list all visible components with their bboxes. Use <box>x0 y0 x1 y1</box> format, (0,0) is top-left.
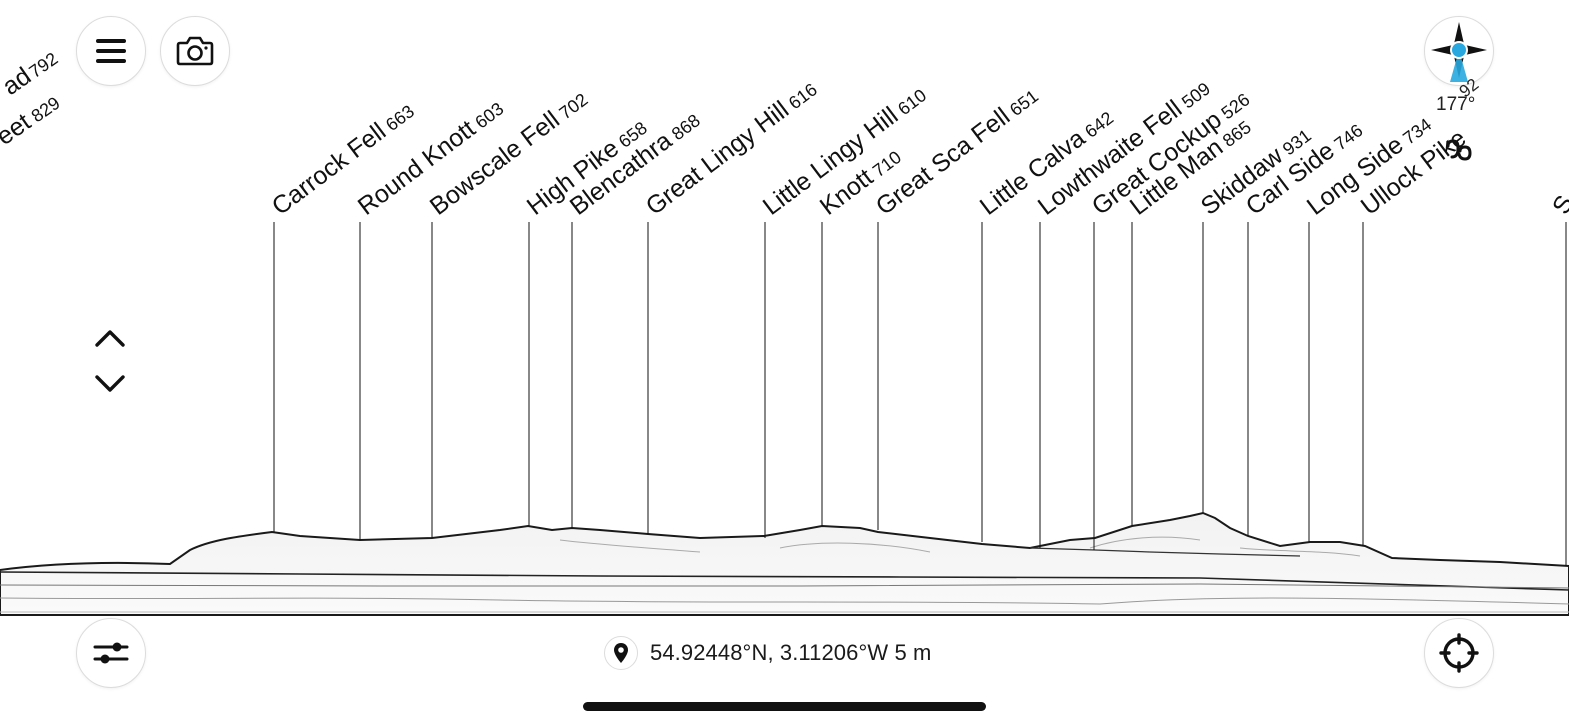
peak-name: S <box>1547 191 1569 219</box>
location-pin-icon <box>614 643 628 663</box>
camera-icon <box>176 36 214 66</box>
menu-button[interactable] <box>76 16 146 86</box>
peak-label: Carrock Fell 663 <box>267 96 419 221</box>
menu-icon <box>96 39 126 63</box>
locate-icon <box>1439 633 1479 673</box>
filters-icon <box>93 642 129 664</box>
heading-value: 177° <box>1436 94 1476 115</box>
heading-readout: 177° 92 <box>1436 75 1482 116</box>
peak-elevation: 792 <box>25 48 61 82</box>
peak-ullock-pike[interactable]: Ullock Pike <box>1356 124 1472 546</box>
edge-peak-left-a[interactable]: ad 792 <box>0 44 63 101</box>
altitude: 5 m <box>894 640 932 665</box>
camera-button[interactable] <box>160 16 230 86</box>
location-text: 54.92448°N, 3.11206°W 5 m <box>650 640 931 666</box>
location-readout[interactable]: 54.92448°N, 3.11206°W 5 m <box>604 634 931 672</box>
terrain-silhouette <box>0 511 1569 616</box>
chevron-up-icon[interactable] <box>92 326 128 350</box>
peak-great-sca-fell[interactable]: Great Sca Fell 651 <box>871 81 1043 530</box>
peak-carrock-fell[interactable]: Carrock Fell 663 <box>267 96 419 532</box>
coordinates: 54.92448°N, 3.11206°W <box>650 640 889 665</box>
chevron-down-icon[interactable] <box>92 372 128 396</box>
link-icon[interactable] <box>1442 138 1476 164</box>
pin-icon-badge <box>604 636 638 670</box>
compass-button[interactable] <box>1424 16 1494 86</box>
peak-little-lingy-hill[interactable]: Little Lingy Hill 610 <box>758 80 932 538</box>
home-indicator <box>583 702 986 711</box>
edge-peak-right[interactable]: S <box>1547 191 1569 566</box>
peak-elevation: 829 <box>28 93 64 127</box>
locate-button[interactable] <box>1424 618 1494 688</box>
compass-icon <box>1431 22 1487 82</box>
filters-button[interactable] <box>76 618 146 688</box>
